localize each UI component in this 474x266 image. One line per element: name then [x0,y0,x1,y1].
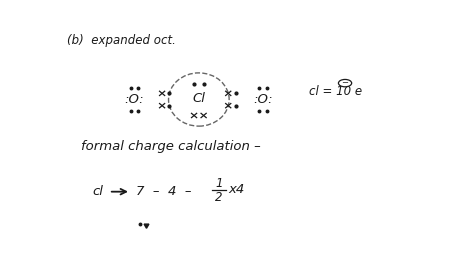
Text: cl = 10 e: cl = 10 e [309,85,362,98]
Text: :O:: :O: [125,93,145,106]
Text: x4: x4 [228,183,245,196]
Text: formal charge calculation –: formal charge calculation – [82,140,261,153]
Text: 7  –  4  –: 7 – 4 – [136,185,191,198]
Text: 2: 2 [215,191,223,204]
Text: −: − [342,79,348,88]
Text: (b)  expanded oct.: (b) expanded oct. [66,34,175,47]
Text: :O:: :O: [253,93,273,106]
Text: 1: 1 [215,177,223,190]
Text: cl: cl [92,185,103,198]
Text: Cl: Cl [192,92,205,105]
